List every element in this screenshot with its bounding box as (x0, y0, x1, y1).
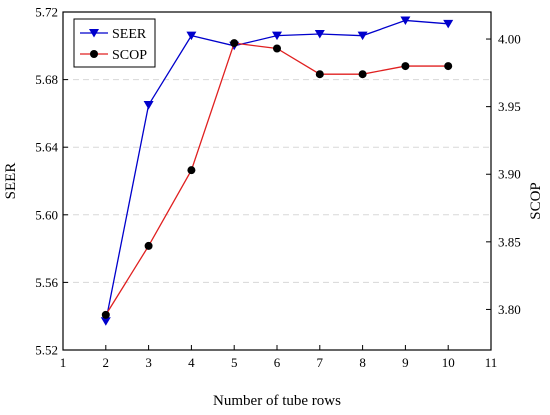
data-point-scop (230, 39, 239, 48)
y-right-tick-label: 4.00 (498, 32, 521, 47)
y-left-tick-label: 5.56 (35, 275, 58, 290)
legend-marker (90, 50, 98, 58)
y-left-tick-label: 5.72 (35, 5, 58, 20)
legend-label: SCOP (112, 48, 147, 63)
data-point-seer (186, 31, 197, 41)
data-point-seer (314, 29, 325, 39)
x-tick-label: 11 (485, 355, 498, 370)
legend-marker (89, 29, 99, 38)
axis-ticks: 1 2 3 4 5 6 7 8 9 10 11 5.52 5.56 5.60 5.64 5.68 5.72 3.8… (35, 5, 521, 371)
data-point-scop (315, 70, 324, 79)
data-point-scop (401, 62, 410, 71)
series-layer (100, 16, 454, 326)
data-point-seer (272, 31, 282, 41)
y-right-tick-label: 3.85 (498, 234, 521, 249)
y-axis-right-label: SCOP (528, 182, 544, 220)
data-point-seer (443, 19, 454, 29)
y-left-tick-label: 5.52 (35, 343, 58, 358)
legend-item-seer: SEER (80, 27, 147, 42)
data-point-scop (358, 70, 367, 79)
data-point-scop (144, 241, 153, 250)
grid-lines (63, 79, 491, 283)
data-point-seer (357, 31, 368, 41)
data-point-scop (101, 310, 110, 319)
x-tick-label: 6 (274, 355, 281, 370)
x-tick-label: 8 (359, 355, 366, 370)
data-point-seer (100, 317, 111, 326)
data-point-scop (187, 166, 196, 175)
x-tick-label: 3 (145, 355, 152, 370)
series-line-seer (105, 19, 449, 322)
y-axis-left-label: SEER (3, 163, 19, 200)
data-point-scop (444, 62, 453, 71)
x-tick-label: 4 (188, 355, 195, 370)
y-right-tick-label: 3.80 (498, 302, 521, 317)
y-left-tick-label: 5.68 (35, 72, 58, 87)
legend: SEER SCOP (73, 18, 156, 68)
series-scop (101, 39, 453, 319)
series-line-scop (105, 42, 449, 316)
x-tick-label: 9 (402, 355, 409, 370)
data-point-seer (143, 100, 154, 110)
y-left-tick-label: 5.64 (35, 140, 58, 155)
x-tick-label: 2 (103, 355, 110, 370)
legend-box (73, 18, 156, 68)
x-tick-label: 7 (317, 355, 324, 370)
x-tick-label: 10 (442, 355, 455, 370)
legend-item-scop: SCOP (80, 48, 147, 63)
x-tick-label: 5 (231, 355, 238, 370)
y-right-tick-label: 3.95 (498, 99, 521, 114)
data-point-scop (273, 44, 281, 53)
y-right-tick-label: 3.90 (498, 167, 521, 182)
data-point-seer (400, 16, 411, 25)
y-left-tick-label: 5.60 (35, 207, 58, 222)
legend-label: SEER (112, 27, 147, 42)
x-tick-label: 1 (60, 355, 67, 370)
series-seer (100, 16, 454, 326)
x-axis-label: Number of tube rows (213, 393, 341, 409)
